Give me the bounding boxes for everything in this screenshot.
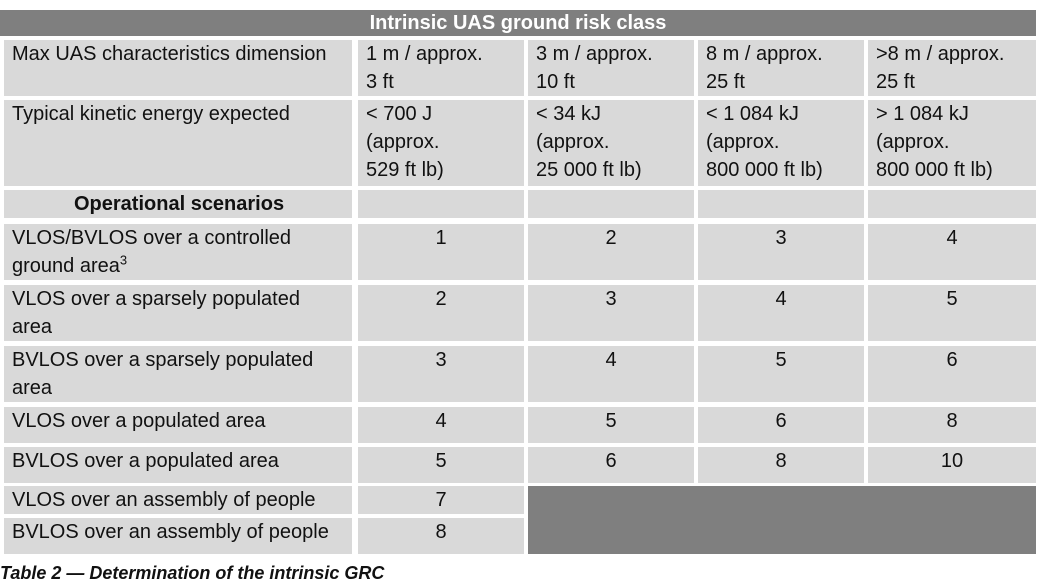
dimension-col-3: 8 m / approx. 25 ft <box>698 40 864 96</box>
grc-value: 4 <box>358 407 524 443</box>
grc-value: 5 <box>358 447 524 483</box>
dimension-col-1: 1 m / approx. 3 ft <box>358 40 524 96</box>
energy-col-4: > 1 084 kJ (approx. 800 000 ft lb) <box>868 100 1036 186</box>
scenarios-heading-empty-4 <box>868 190 1036 218</box>
row-energy-label: Typical kinetic energy expected <box>4 100 352 186</box>
scenarios-heading-empty-2 <box>528 190 694 218</box>
grc-value: 6 <box>528 447 694 483</box>
row-dimension-label: Max UAS characteristics dimension <box>4 40 352 96</box>
grc-value: 7 <box>358 486 524 514</box>
dimension-col-4: >8 m / approx. 25 ft <box>868 40 1036 96</box>
scenario-label: VLOS/BVLOS over a controlled ground area3 <box>4 224 352 280</box>
grc-value: 4 <box>528 346 694 402</box>
scenarios-heading-empty-3 <box>698 190 864 218</box>
grc-value: 3 <box>528 285 694 341</box>
scenario-label: VLOS over a sparsely populated area <box>4 285 352 341</box>
grc-table: Intrinsic UAS ground risk class Max UAS … <box>0 10 1036 554</box>
footnote-marker: 3 <box>119 252 128 268</box>
grc-value: 1 <box>358 224 524 280</box>
scenario-label: BVLOS over a sparsely populated area <box>4 346 352 402</box>
grc-value: 10 <box>868 447 1036 483</box>
grc-value: 8 <box>358 518 524 554</box>
energy-col-1: < 700 J (approx. 529 ft lb) <box>358 100 524 186</box>
scenario-label: VLOS over a populated area <box>4 407 352 443</box>
scenario-label: BVLOS over a populated area <box>4 447 352 483</box>
grc-value: 3 <box>698 224 864 280</box>
grc-value: 5 <box>528 407 694 443</box>
scenarios-heading: Operational scenarios <box>4 190 352 218</box>
scenarios-heading-empty-1 <box>358 190 524 218</box>
grc-value: 4 <box>868 224 1036 280</box>
grc-value: 5 <box>868 285 1036 341</box>
grc-value: 8 <box>868 407 1036 443</box>
grc-value: 6 <box>698 407 864 443</box>
table-header: Intrinsic UAS ground risk class <box>0 10 1036 36</box>
grc-value: 4 <box>698 285 864 341</box>
grc-value: 2 <box>528 224 694 280</box>
energy-col-2: < 34 kJ (approx. 25 000 ft lb) <box>528 100 694 186</box>
grc-value: 2 <box>358 285 524 341</box>
grc-value: 3 <box>358 346 524 402</box>
grc-value: 5 <box>698 346 864 402</box>
dimension-col-2: 3 m / approx. 10 ft <box>528 40 694 96</box>
not-applicable-area <box>528 486 1036 554</box>
grc-value: 8 <box>698 447 864 483</box>
grc-value: 6 <box>868 346 1036 402</box>
table-caption: Table 2 — Determination of the intrinsic… <box>0 563 385 583</box>
scenario-label: BVLOS over an assembly of people <box>4 518 352 554</box>
scenario-label: VLOS over an assembly of people <box>4 486 352 514</box>
energy-col-3: < 1 084 kJ (approx. 800 000 ft lb) <box>698 100 864 186</box>
